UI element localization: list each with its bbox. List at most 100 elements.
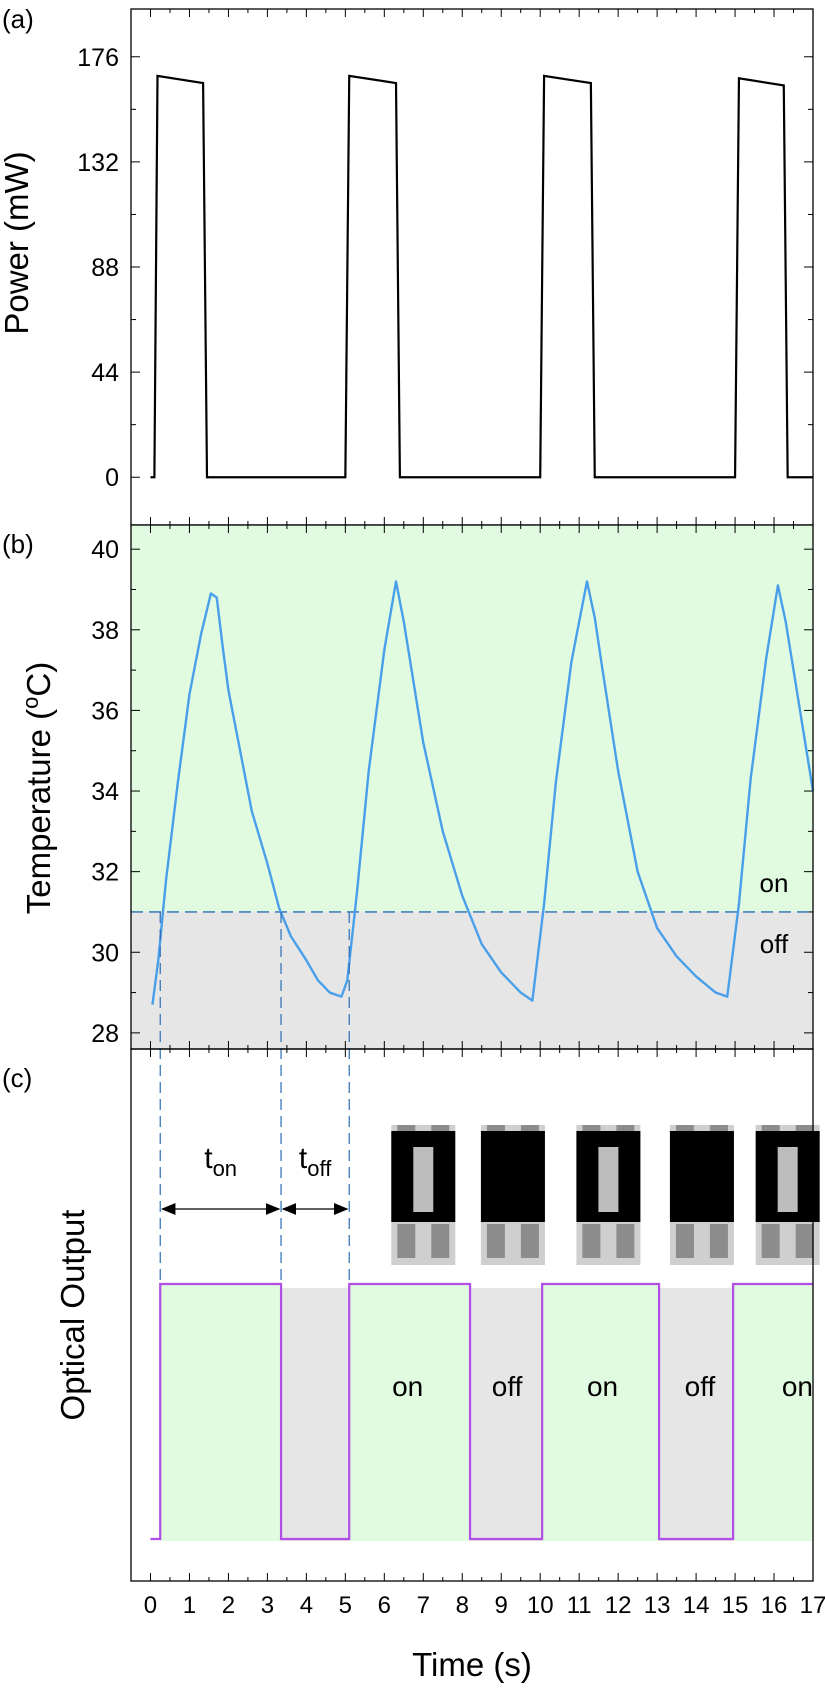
- panel-c-plot: [150, 1282, 813, 1541]
- thumbnail-leg: [486, 1224, 505, 1258]
- off-state-region: [659, 1288, 734, 1541]
- panel-b-ticks: [131, 525, 814, 1049]
- thumbnail-pad: [709, 1125, 728, 1133]
- thumbnail-leg: [761, 1224, 780, 1258]
- device-thumbnail-off: [480, 1125, 545, 1265]
- thumbnail-pad: [761, 1125, 780, 1133]
- thumbnail-body: [669, 1131, 734, 1222]
- off-state-region: [281, 1288, 350, 1541]
- x-tick-label: 3: [261, 1592, 274, 1619]
- panel-a-ticks: [131, 9, 814, 525]
- panel-b-ytick-labels: 28 30 32 34 36 38 40: [91, 536, 119, 1048]
- state-label-off: off: [685, 1371, 716, 1402]
- x-tick-label: 6: [378, 1592, 391, 1619]
- thumbnail-leg: [795, 1224, 814, 1258]
- panel-b-off-region: [131, 911, 813, 1049]
- x-tick-label: 10: [527, 1592, 554, 1619]
- x-tick-label: 16: [761, 1592, 788, 1619]
- x-tick-label: 0: [144, 1592, 157, 1619]
- thumbnail-pad: [486, 1125, 505, 1133]
- on-state-region: [542, 1284, 660, 1541]
- thumbnail-pad: [795, 1125, 814, 1133]
- thumbnail-body: [480, 1131, 545, 1222]
- t-off-label: toff: [299, 1142, 332, 1181]
- y-tick-label: 32: [91, 859, 119, 887]
- x-tick-label: 2: [222, 1592, 235, 1619]
- y-tick-label: 88: [91, 254, 119, 282]
- t-on-label: ton: [204, 1142, 237, 1181]
- thumbnail-leg: [582, 1224, 601, 1258]
- y-tick-label: 38: [91, 617, 119, 645]
- x-tick-label: 15: [722, 1592, 749, 1619]
- thumbnail-pad: [582, 1125, 601, 1133]
- panel-c-xtick-labels: 0 1 2 3 4 5 6 7 8 9 10 11 12 13 14 15 16 17: [144, 1592, 825, 1619]
- y-tick-label: 36: [91, 697, 119, 725]
- panel-b-plot: [151, 580, 815, 1005]
- y-tick-label: 0: [105, 464, 119, 492]
- state-label-on: on: [782, 1371, 813, 1402]
- thumbnail-window: [777, 1147, 798, 1212]
- device-thumbnail-on: [391, 1125, 456, 1265]
- on-state-region: [733, 1284, 813, 1541]
- panel-a-plot: [150, 74, 813, 479]
- panel-b-on-region: [131, 525, 813, 912]
- thumbnail-pad: [431, 1125, 450, 1133]
- thumbnail-leg: [520, 1224, 539, 1258]
- thumbnail-window: [413, 1147, 434, 1212]
- x-tick-label: 11: [567, 1592, 592, 1619]
- state-label-on: on: [392, 1371, 423, 1402]
- thumbnail-pad: [520, 1125, 539, 1133]
- panel-c-state-regions: [160, 1284, 813, 1541]
- y-tick-label: 44: [91, 359, 119, 387]
- panel-c-ylabel: Optical Output: [54, 1210, 91, 1421]
- thumbnail-pad: [616, 1125, 635, 1133]
- y-tick-label: 28: [91, 1020, 119, 1048]
- state-label-off: off: [492, 1371, 523, 1402]
- x-tick-label: 12: [605, 1592, 632, 1619]
- on-state-region: [160, 1284, 282, 1541]
- x-tick-label: 5: [339, 1592, 352, 1619]
- y-tick-label: 30: [91, 939, 119, 967]
- optical-output-line: [150, 1282, 813, 1541]
- thumbnail-leg: [709, 1224, 728, 1258]
- thumbnail-leg: [675, 1224, 694, 1258]
- y-tick-label: 40: [91, 536, 119, 564]
- thumbnail-leg: [431, 1224, 450, 1258]
- thumbnail-leg: [397, 1224, 416, 1258]
- device-thumbnail-off: [669, 1125, 734, 1265]
- x-tick-label: 8: [456, 1592, 469, 1619]
- state-label-on: on: [587, 1371, 618, 1402]
- device-thumbnail-on: [755, 1125, 820, 1265]
- panel-c-frame: [130, 1048, 814, 1582]
- device-thumbnail-on: [576, 1125, 641, 1265]
- power-series-line: [150, 74, 813, 479]
- off-state-region: [470, 1288, 543, 1541]
- y-tick-label: 176: [77, 44, 119, 72]
- y-tick-label: 132: [77, 149, 119, 177]
- off-region-label: off: [760, 929, 789, 959]
- panel-a: (a) Power (mW) 0 44 88 132 176: [0, 4, 814, 526]
- panel-b-ylabel: Temperature (oC): [18, 662, 57, 915]
- panel-b-label: (b): [2, 529, 34, 559]
- thumbnail-pad: [675, 1125, 694, 1133]
- panel-a-ylabel: Power (mW): [0, 151, 35, 334]
- on-region-label: on: [760, 868, 789, 898]
- x-tick-label: 14: [683, 1592, 710, 1619]
- panel-c-state-labels: on off on off on: [392, 1371, 813, 1402]
- y-tick-label: 34: [91, 778, 119, 806]
- x-axis-title: Time (s): [412, 1646, 532, 1683]
- x-tick-label: 4: [300, 1592, 313, 1619]
- panel-b: (b) Temperature (oC) on off 28 30 32 34 36 38…: [2, 524, 815, 1050]
- panel-c-ticks: [149, 1049, 814, 1581]
- panel-c-label: (c): [2, 1063, 32, 1093]
- x-tick-label: 7: [417, 1592, 430, 1619]
- panel-a-ytick-labels: 0 44 88 132 176: [77, 44, 119, 492]
- temperature-series-line: [151, 580, 815, 1005]
- thumbnail-pad: [397, 1125, 416, 1133]
- x-tick-label: 9: [495, 1592, 508, 1619]
- x-tick-label: 17: [800, 1592, 825, 1619]
- thumbnail-window: [598, 1147, 619, 1212]
- panel-c-thumbnails: [391, 1125, 820, 1265]
- x-tick-label: 13: [644, 1592, 671, 1619]
